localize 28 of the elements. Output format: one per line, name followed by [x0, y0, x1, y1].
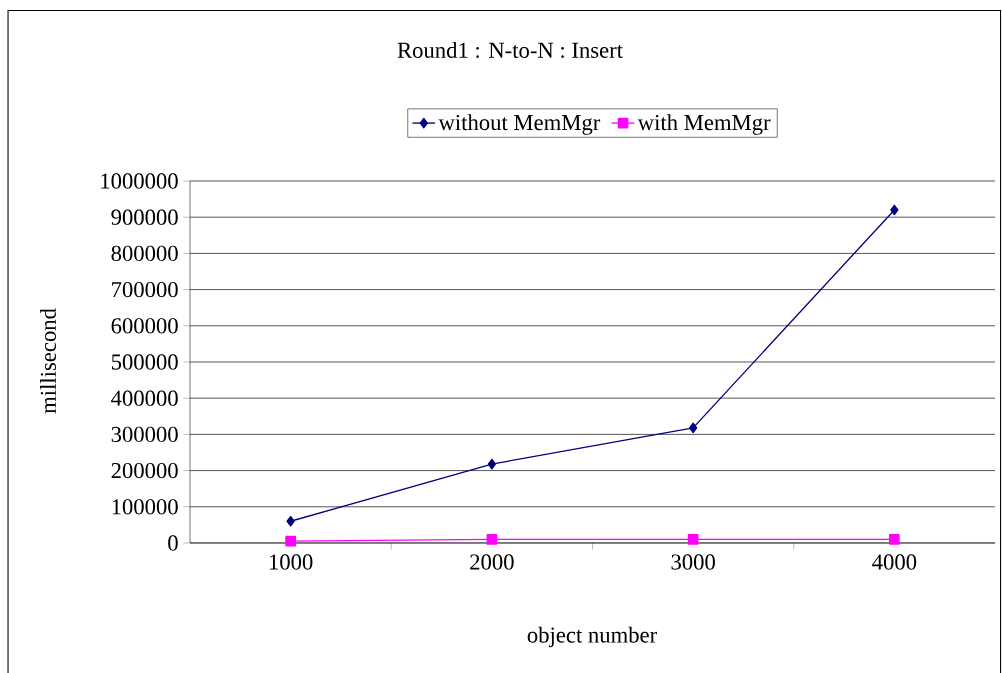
point — [486, 534, 498, 545]
y-tick-label: 900000 — [111, 209, 178, 225]
y-tick-label: 1000000 — [101, 173, 178, 189]
point — [687, 534, 699, 545]
x-tick-label: 4000 — [872, 554, 917, 570]
y-tick-label: 100000 — [112, 499, 178, 515]
point — [889, 534, 900, 545]
point — [890, 204, 899, 216]
legend-label: with MemMgr — [637, 114, 771, 135]
x-axis-title: object number — [527, 626, 657, 648]
y-tick-label: 0 — [168, 535, 178, 551]
y-tick-label: 600000 — [111, 318, 178, 334]
y-tick-label: 200000 — [111, 462, 178, 479]
point — [688, 422, 698, 434]
legend-label: without MemMgr — [438, 114, 601, 135]
point — [286, 515, 295, 527]
y-axis-title: millisecond — [40, 308, 56, 414]
point — [487, 458, 497, 470]
y-tick-label: 500000 — [111, 354, 178, 370]
x-tick-label: 2000 — [470, 554, 514, 570]
y-tick-label: 700000 — [112, 281, 178, 298]
y-tick-label: 400000 — [111, 390, 178, 406]
y-tick-label: 300000 — [111, 426, 178, 443]
point — [285, 535, 296, 547]
y-tick-label: 800000 — [111, 245, 178, 262]
x-tick-label: 3000 — [671, 554, 715, 570]
x-tick-label: 1000 — [269, 554, 313, 570]
chart-title: Round1 : N-to-N : Insert — [397, 41, 623, 58]
